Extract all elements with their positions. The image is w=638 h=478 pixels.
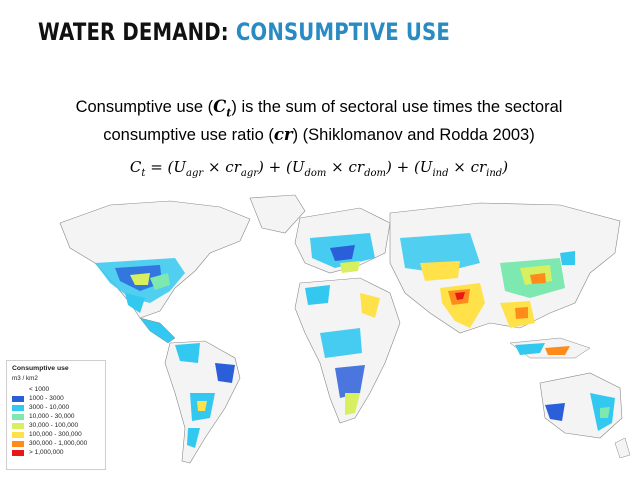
desc-text: Consumptive use ( bbox=[75, 98, 214, 116]
legend-swatch bbox=[12, 386, 24, 393]
legend-item: 100,000 - 300,000 bbox=[12, 430, 100, 439]
legend-swatch bbox=[12, 422, 24, 429]
legend-label: 3000 - 10,000 bbox=[29, 404, 70, 411]
cr-sub-agr: agr bbox=[240, 168, 259, 179]
legend-item: > 1,000,000 bbox=[12, 448, 100, 457]
legend-swatch bbox=[12, 413, 24, 420]
title-part-1: WATER DEMAND: bbox=[38, 18, 229, 46]
legend-label: 300,000 - 1,000,000 bbox=[29, 440, 88, 447]
legend-item: 30,000 - 100,000 bbox=[12, 421, 100, 430]
legend-item: 300,000 - 1,000,000 bbox=[12, 439, 100, 448]
legend-item: 3000 - 10,000 bbox=[12, 403, 100, 412]
legend-items: < 1000 1000 - 3000 3000 - 10,000 10,000 - 3… bbox=[12, 385, 100, 457]
desc-text: ) is the sum of sectoral use times the s… bbox=[231, 98, 563, 116]
legend-unit: m3 / km2 bbox=[12, 375, 38, 382]
legend-item: < 1000 bbox=[12, 385, 100, 394]
slide-title: WATER DEMAND: CONSUMPTIVE USE bbox=[38, 18, 450, 46]
legend-swatch bbox=[12, 440, 24, 447]
formula: Ct = (Uagr × cragr) + (Udom × crdom) + (… bbox=[129, 158, 509, 179]
desc-text: consumptive use ratio ( bbox=[103, 126, 274, 145]
map-legend: Consumptive use m3 / km2 < 1000 1000 - 30… bbox=[6, 360, 106, 470]
legend-swatch bbox=[12, 404, 24, 411]
legend-label: 1000 - 3000 bbox=[29, 395, 64, 402]
legend-label: < 1000 bbox=[29, 386, 50, 393]
legend-item: 10,000 - 30,000 bbox=[12, 412, 100, 421]
legend-label: 10,000 - 30,000 bbox=[29, 413, 75, 420]
legend-title: Consumptive use bbox=[12, 365, 69, 372]
desc-symbol-cr: cr bbox=[273, 125, 293, 145]
desc-symbol-c: Ct bbox=[213, 97, 232, 120]
legend-item: 1000 - 3000 bbox=[12, 394, 100, 403]
legend-swatch bbox=[12, 431, 24, 438]
cr-sub-dom: dom bbox=[364, 168, 386, 179]
u-sub-ind: ind bbox=[432, 168, 449, 179]
description-line-1: Consumptive use (Ct) is the sum of secto… bbox=[0, 96, 638, 124]
central-america bbox=[139, 317, 176, 344]
legend-label: 100,000 - 300,000 bbox=[29, 431, 82, 438]
legend-swatch bbox=[12, 395, 24, 402]
legend-label: 30,000 - 100,000 bbox=[29, 422, 79, 429]
cr-sub-ind: ind bbox=[486, 168, 503, 179]
u-sub-dom: dom bbox=[304, 168, 327, 179]
legend-label: > 1,000,000 bbox=[29, 449, 64, 456]
description: Consumptive use (Ct) is the sum of secto… bbox=[0, 96, 638, 146]
desc-text: ) (Shiklomanov and Rodda 2003) bbox=[292, 126, 535, 145]
title-part-2: CONSUMPTIVE USE bbox=[235, 18, 450, 46]
greenland bbox=[249, 194, 306, 234]
world-map bbox=[59, 194, 631, 464]
legend-swatch bbox=[12, 449, 24, 456]
u-sub-agr: agr bbox=[186, 168, 204, 179]
description-line-2: consumptive use ratio (cr) (Shiklomanov … bbox=[0, 124, 638, 146]
